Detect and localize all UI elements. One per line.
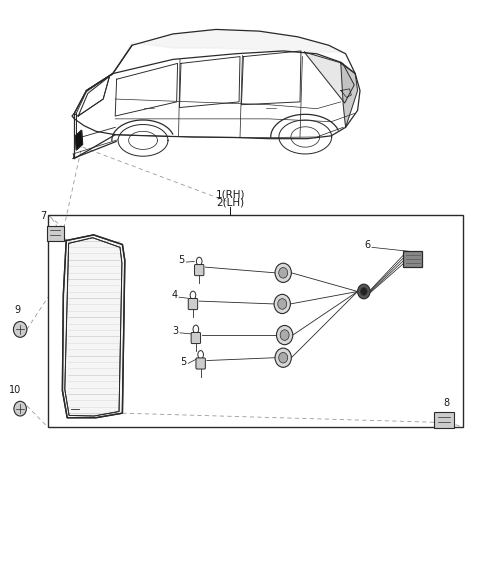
FancyBboxPatch shape <box>188 298 198 310</box>
Text: 6: 6 <box>364 240 370 250</box>
Text: 8: 8 <box>444 397 449 408</box>
Polygon shape <box>75 130 83 150</box>
Ellipse shape <box>196 257 202 265</box>
Text: 5: 5 <box>179 255 185 265</box>
Text: 7: 7 <box>40 211 47 221</box>
Polygon shape <box>341 63 358 127</box>
Circle shape <box>278 299 287 309</box>
Circle shape <box>275 348 291 367</box>
Text: 3: 3 <box>172 326 179 336</box>
FancyBboxPatch shape <box>191 332 201 344</box>
Circle shape <box>358 284 370 299</box>
Polygon shape <box>304 52 354 103</box>
Circle shape <box>14 401 26 416</box>
Circle shape <box>279 353 288 363</box>
Polygon shape <box>113 29 346 74</box>
Ellipse shape <box>198 350 204 359</box>
Bar <box>434 412 454 428</box>
Circle shape <box>275 263 291 282</box>
Polygon shape <box>62 235 125 418</box>
Circle shape <box>274 294 290 314</box>
Circle shape <box>276 325 293 345</box>
Text: 9: 9 <box>15 305 21 315</box>
Text: 5: 5 <box>180 357 186 367</box>
Circle shape <box>279 268 288 278</box>
Text: 1(RH): 1(RH) <box>216 189 245 199</box>
Bar <box>48 215 463 427</box>
Ellipse shape <box>190 291 196 299</box>
Text: 4: 4 <box>171 290 178 301</box>
Circle shape <box>13 321 27 337</box>
Circle shape <box>360 288 367 295</box>
FancyBboxPatch shape <box>196 358 205 369</box>
Bar <box>403 251 422 267</box>
Bar <box>47 226 64 241</box>
Ellipse shape <box>193 325 199 333</box>
Text: 2(LH): 2(LH) <box>216 197 244 207</box>
Circle shape <box>280 330 289 340</box>
Text: 10: 10 <box>9 384 22 395</box>
FancyBboxPatch shape <box>194 264 204 276</box>
